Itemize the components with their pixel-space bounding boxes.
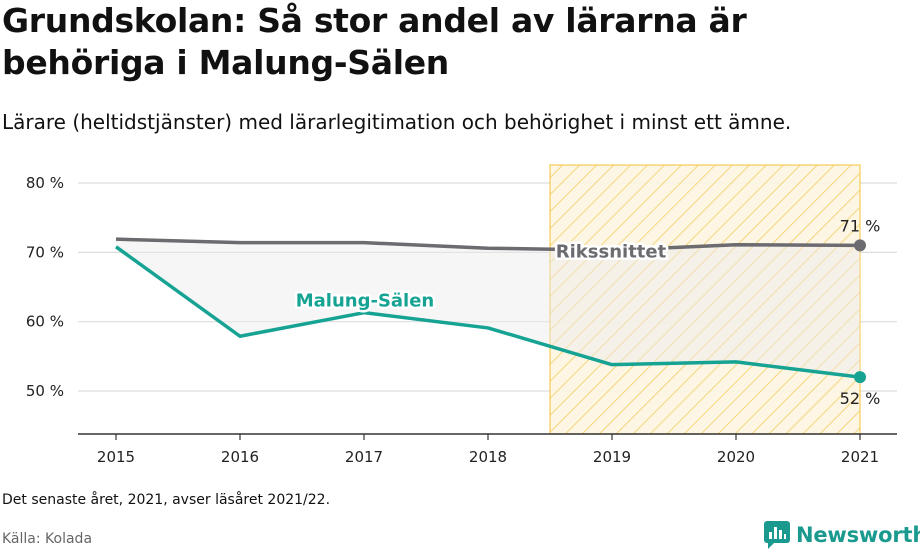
brand-name: Newsworthy [796,523,920,547]
series-label-malung-salen-halo: Malung-Sälen [296,291,435,312]
chart-subtitle: Lärare (heltidstjänster) med lärarlegiti… [2,110,792,134]
newsworthy-logo-icon [764,521,790,549]
end-label-malung-salen: 52 % [840,389,881,408]
y-tick-label: 50 % [26,382,64,400]
x-tick-label: 2018 [469,448,507,466]
y-tick-label: 70 % [26,243,64,261]
footnote: Det senaste året, 2021, avser läsåret 20… [2,492,331,508]
series-line-malung-salen [114,245,861,379]
series-label-rikssnittet-halo: Rikssnittet [556,241,667,262]
x-tick-label: 2017 [345,448,383,466]
y-tick-label: 60 % [26,313,64,331]
x-tick-label: 2015 [97,448,135,466]
series-label-rikssnittet: Rikssnittet [556,241,667,262]
y-tick-label: 80 % [26,174,64,192]
highlight-period [549,164,861,435]
source-text: Källa: Kolada [2,531,93,547]
end-label-rikssnittet: 71 % [840,216,881,235]
x-tick-label: 2021 [841,448,879,466]
x-tick-label: 2016 [221,448,259,466]
series-line-rikssnittet [115,237,861,253]
brand-logo: Newsworthy [764,520,920,550]
x-tick-label: 2020 [717,448,755,466]
line-chart: 50 % 60 % 70 % 80 % 2015 2016 2017 2018 2019 2020… [26,164,897,466]
chart-title: Grundskolan: Så stor andel av lärarna är… [2,1,747,82]
end-point-rikssnittet [854,239,866,252]
x-tick-label: 2019 [593,448,631,466]
end-point-malung-salen [854,371,866,384]
gap-area [116,239,860,378]
series-label-malung-salen: Malung-Sälen [296,291,435,312]
